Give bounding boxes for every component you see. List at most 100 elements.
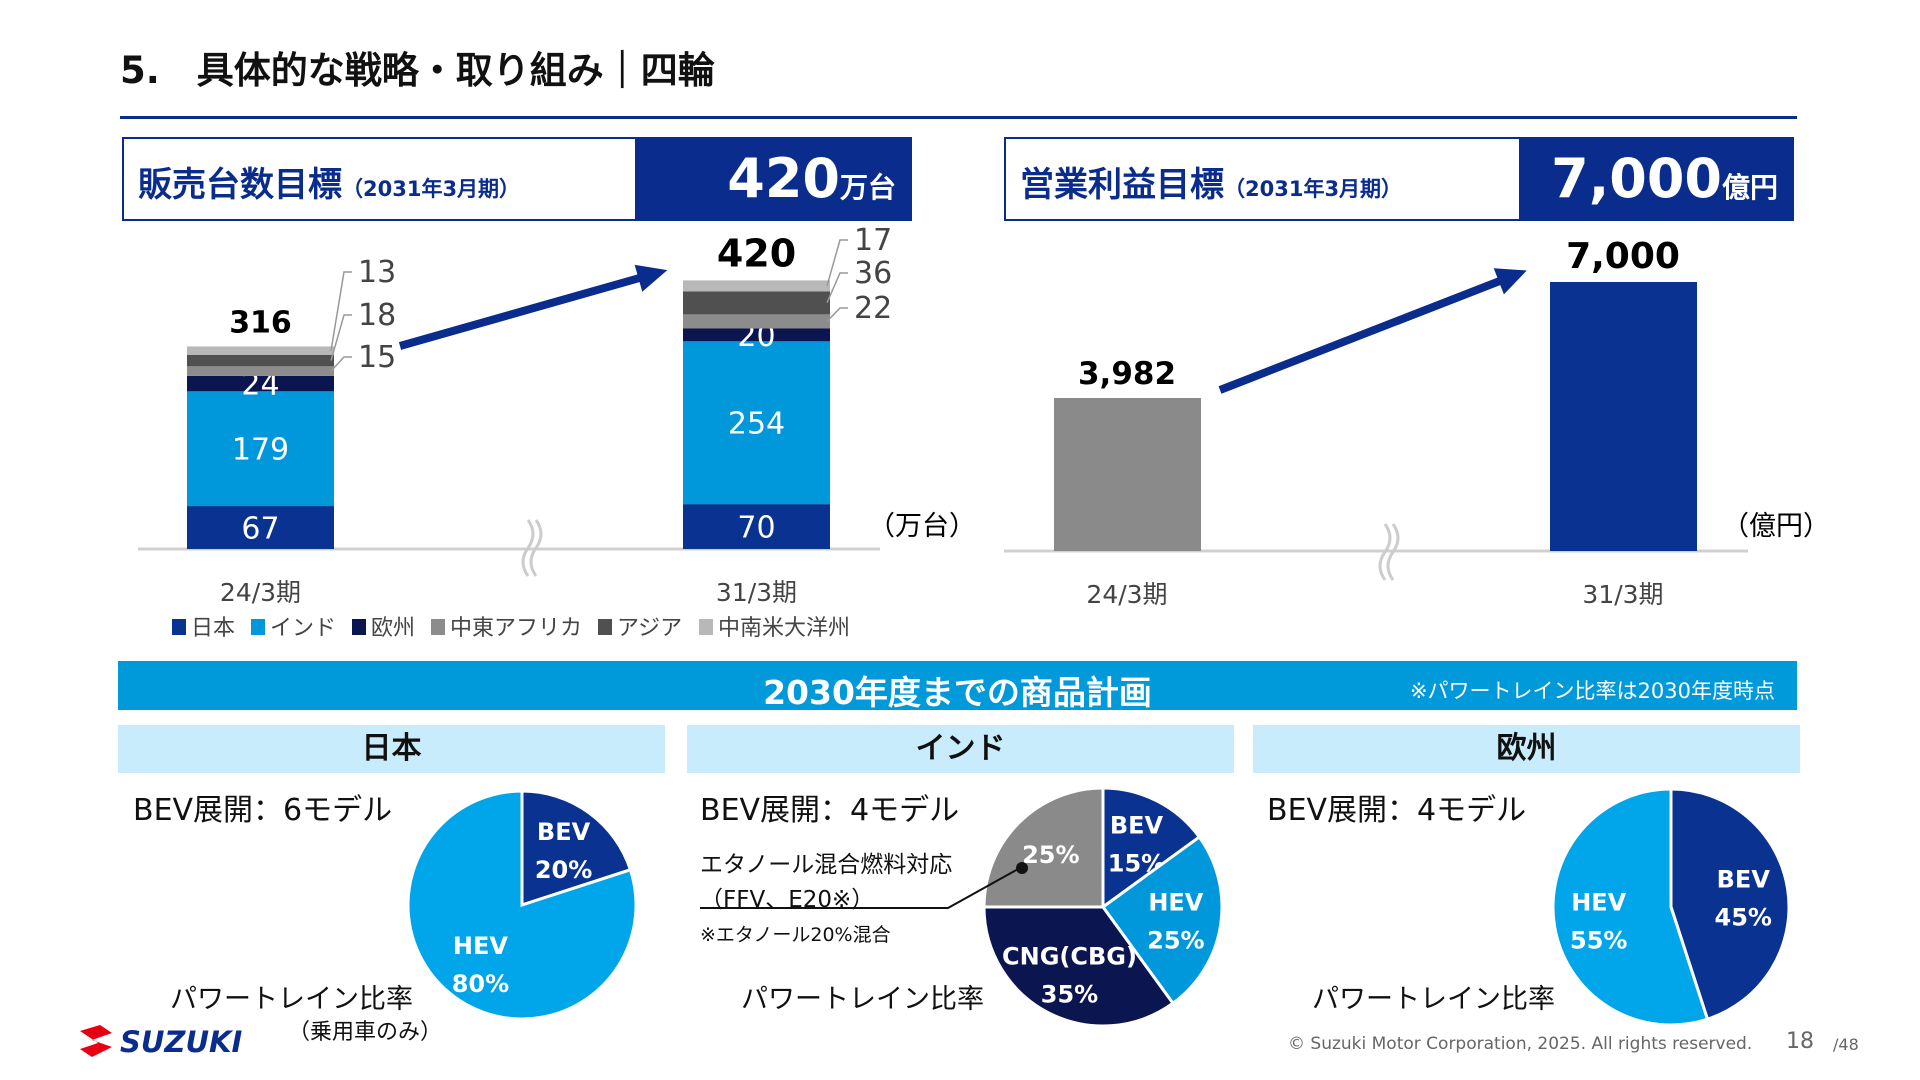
page-total: /48 <box>1833 1035 1859 1054</box>
pie-slice-BEV <box>1669 787 1791 1022</box>
europe-bev-models: BEV展開：4モデル <box>1267 793 1527 828</box>
region-header-japan: 日本 <box>118 725 665 773</box>
pie-slice-BEV <box>1101 786 1202 910</box>
leader-line <box>330 314 352 361</box>
growth-arrow <box>398 271 652 350</box>
leader-line <box>330 356 352 372</box>
pie-slice-CNG(CBG) <box>982 905 1176 1028</box>
europe-ratio-label: パワートレイン比率 <box>1312 984 1555 1015</box>
pie-pct: 80% <box>452 970 509 998</box>
x-tick-label: 24/3期 <box>220 578 301 607</box>
legend-label: 日本 <box>191 616 235 641</box>
pie-label: HEV <box>1571 888 1626 916</box>
pie-label: CNG(CBG) <box>1002 943 1137 971</box>
growth-arrow <box>1218 273 1512 394</box>
bar-label: 22 <box>854 291 892 326</box>
x-tick-label: 31/3期 <box>1582 580 1663 609</box>
legend-label: 欧州 <box>371 616 415 641</box>
profit-bar-label: 3,982 <box>1078 356 1176 392</box>
legend-swatch <box>598 619 612 635</box>
legend-label: アジア <box>617 616 682 641</box>
growth-arrow-head <box>1493 268 1527 295</box>
ethanol-leader-line <box>700 867 1021 909</box>
axis-break-icon <box>1386 523 1400 581</box>
profit-target-box: 営業利益目標（2031年3月期） 7,000億円 <box>1004 137 1794 221</box>
legend-label: インド <box>270 616 336 641</box>
bar-segment-中東アフリカ <box>187 366 334 376</box>
bar-label: 17 <box>854 223 892 258</box>
pie-slice-HEV <box>1551 787 1710 1027</box>
bar-segment-インド <box>683 341 830 505</box>
bar-label: 67 <box>241 512 279 547</box>
unit-label: （万台） <box>868 511 976 542</box>
legend-swatch <box>699 619 713 635</box>
pie-label: HEV <box>1148 889 1203 917</box>
japan-bev-models: BEV展開：6モデル <box>133 793 393 828</box>
bar-label: 36 <box>854 256 892 291</box>
sales-target-label: 販売台数目標 <box>138 165 342 205</box>
profit-target-label: 営業利益目標 <box>1020 165 1224 205</box>
bar-label: 18 <box>358 298 396 333</box>
bar-segment-日本 <box>187 506 334 549</box>
legend-swatch <box>172 619 186 635</box>
pie-slice-HEV <box>1100 834 1224 1006</box>
unit-label: （億円） <box>1722 511 1830 542</box>
axis-break-icon <box>529 519 543 577</box>
x-tick-label: 31/3期 <box>716 578 797 607</box>
pie-label: BEV <box>537 818 591 846</box>
japan-ratio-sub: （乗用車のみ） <box>288 1020 443 1045</box>
profit-target-period: （2031年3月期） <box>1224 177 1403 201</box>
bar-label: 15 <box>358 340 396 375</box>
profit-bar-label: 7,000 <box>1566 236 1680 277</box>
pie-pct: 55% <box>1570 926 1627 954</box>
bar-segment-アジア <box>187 354 334 367</box>
legend-swatch <box>251 619 265 635</box>
legend-label: 中南米大洋州 <box>718 616 850 641</box>
india-bev-models: BEV展開：4モデル <box>700 793 960 828</box>
x-tick-label: 24/3期 <box>1086 580 1167 609</box>
bar-segment-欧州 <box>187 375 334 392</box>
india-ethanol-note: ※エタノール20%混合 <box>700 924 891 946</box>
title-divider <box>120 116 1797 119</box>
sales-target-unit: 万台 <box>839 171 896 204</box>
ethanol-leader-dot <box>1016 862 1028 874</box>
japan-ratio-label: パワートレイン比率 <box>170 984 413 1015</box>
suzuki-s-icon: SUZUKI <box>80 1025 242 1059</box>
profit-target-unit: 億円 <box>1721 171 1778 204</box>
legend-swatch <box>352 619 366 635</box>
pie-slice-HEV <box>406 789 638 1021</box>
profit-bar <box>1054 397 1201 551</box>
pie-label: BEV <box>1717 866 1771 894</box>
bar-label: 254 <box>728 407 785 442</box>
leader-line <box>826 272 848 304</box>
suzuki-logo: SUZUKI <box>78 1023 268 1063</box>
bar-segment-アジア <box>683 291 830 315</box>
bar-segment-中東アフリカ <box>683 314 830 329</box>
product-plan-banner: 2030年度までの商品計画 ※パワートレイン比率は2030年度時点 <box>118 661 1797 712</box>
page-title: 5. 具体的な戦略・取り組み｜四輪 <box>120 49 715 92</box>
page-number: 18 <box>1786 1029 1814 1054</box>
legend-label: 中東アフリカ <box>450 616 582 641</box>
logo-text: SUZUKI <box>120 1025 242 1059</box>
pie-label: BEV <box>1110 811 1164 839</box>
pie-pct: 25% <box>1022 841 1079 869</box>
axis-break-icon <box>1378 523 1392 581</box>
india-ethanol-spec: （FFV、E20※） <box>700 887 875 913</box>
profit-bar <box>1550 282 1697 551</box>
bar-label: 13 <box>358 255 396 290</box>
bar-segment-中南米大洋州 <box>187 346 334 355</box>
india-ratio-label: パワートレイン比率 <box>741 984 984 1015</box>
profit-target-value: 7,000 <box>1551 147 1722 210</box>
bar-segment-日本 <box>683 504 830 549</box>
leader-line <box>330 271 352 351</box>
region-header-india: インド <box>687 725 1234 773</box>
pie-pct: 35% <box>1041 981 1098 1009</box>
bar-label: 70 <box>737 511 775 546</box>
pie-pct: 25% <box>1147 927 1204 955</box>
axis-break-icon <box>521 519 535 577</box>
pie-pct: 20% <box>535 856 592 884</box>
bar-label: 179 <box>232 433 289 468</box>
legend-swatch <box>431 619 445 635</box>
bar-segment-欧州 <box>683 328 830 342</box>
